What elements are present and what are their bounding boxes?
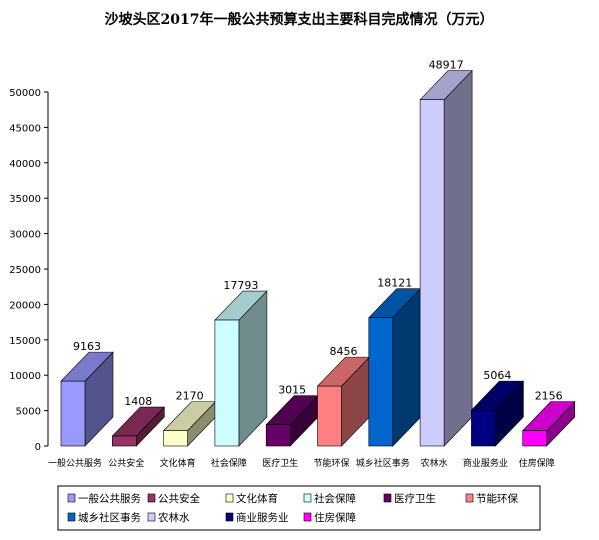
legend-label: 医疗卫生 <box>394 492 436 505</box>
y-tick-label: 20000 <box>9 300 41 311</box>
legend-item: 医疗卫生 <box>383 492 436 505</box>
legend-swatch <box>225 493 234 503</box>
y-tick-label: 0 <box>35 442 41 453</box>
data-label: 3015 <box>278 384 306 397</box>
y-tick-label: 10000 <box>9 371 41 382</box>
legend-item: 公共安全 <box>147 492 200 505</box>
y-tick-label: 15000 <box>9 336 41 347</box>
category-label: 医疗卫生 <box>262 457 298 469</box>
bar <box>521 400 576 447</box>
bar <box>60 351 114 447</box>
category-label: 城乡社区事务 <box>356 457 410 469</box>
data-label: 8456 <box>330 345 358 358</box>
data-label: 48917 <box>429 59 464 72</box>
legend-label: 城乡社区事务 <box>78 511 141 524</box>
legend-item: 城乡社区事务 <box>67 511 141 524</box>
data-label: 9163 <box>73 340 101 353</box>
legend-swatch <box>383 493 392 503</box>
bar <box>265 394 319 447</box>
legend-item: 文化体育 <box>225 492 278 505</box>
data-label: 2156 <box>535 390 563 403</box>
bar <box>111 406 166 447</box>
legend-label: 农林水 <box>158 511 190 524</box>
legend-label: 一般公共服务 <box>78 492 141 505</box>
bar-front <box>368 317 394 447</box>
bar-front <box>265 424 291 447</box>
legend-item: 住房保障 <box>303 511 356 524</box>
data-label: 1408 <box>124 395 152 408</box>
legend-item: 社会保障 <box>303 492 356 505</box>
legend-swatch <box>147 512 156 522</box>
legend-label: 公共安全 <box>158 492 200 505</box>
bar-side <box>443 69 473 447</box>
bar-front <box>214 319 240 447</box>
category-labels: 一般公共服务 公共安全 文化体育 社会保障 医疗卫生 节能环保 城乡社区事务 农林水 商业服务业… <box>48 457 555 469</box>
bar <box>419 69 473 447</box>
legend-item: 商业服务业 <box>225 511 289 524</box>
legend-swatch <box>303 493 312 503</box>
category-label: 社会保障 <box>211 457 247 469</box>
data-label: 18121 <box>377 277 412 290</box>
category-label: 节能环保 <box>313 457 349 469</box>
data-labels: 9163 1408 2170 17793 3015 8456 18121 48917 5064 2… <box>73 59 563 408</box>
bar-front <box>60 380 86 447</box>
bar-front <box>112 435 137 447</box>
legend-swatch <box>67 493 76 503</box>
legend-swatch <box>225 512 234 522</box>
y-axis: 0 5000 10000 15000 20000 25000 30000 35000 40000… <box>9 88 48 453</box>
data-label: 2170 <box>176 390 204 403</box>
y-tick-label: 30000 <box>9 230 41 241</box>
legend-item: 农林水 <box>147 511 190 524</box>
bar-front <box>419 99 445 447</box>
bar-front <box>522 430 548 447</box>
bar <box>470 380 525 447</box>
legend-item: 节能环保 <box>465 492 518 505</box>
y-tick-label: 35000 <box>9 194 41 205</box>
legend-label: 文化体育 <box>236 492 278 505</box>
bar-front <box>317 385 342 447</box>
category-label: 商业服务业 <box>463 457 508 469</box>
y-tick-label: 40000 <box>9 159 41 170</box>
y-tick-label: 45000 <box>9 123 41 134</box>
bar-front <box>163 430 188 447</box>
bars <box>60 69 576 447</box>
bar <box>214 290 268 447</box>
bar <box>368 287 422 447</box>
legend-label: 商业服务业 <box>236 511 289 524</box>
category-label: 一般公共服务 <box>48 457 102 469</box>
y-tick-label: 5000 <box>16 407 41 418</box>
legend-swatch <box>67 512 76 522</box>
bar <box>162 400 217 447</box>
legend-frame <box>57 485 541 531</box>
chart-title: 沙坡头区2017年一般公共预算支出主要科目完成情况（万元） <box>105 11 494 28</box>
bar <box>316 356 371 447</box>
data-label: 5064 <box>483 369 511 382</box>
legend-label: 住房保障 <box>314 511 356 524</box>
category-label: 住房保障 <box>519 457 555 469</box>
legend-swatch <box>303 512 312 522</box>
data-label: 17793 <box>223 279 258 292</box>
legend-label: 节能环保 <box>476 492 518 505</box>
bar-front <box>471 409 496 447</box>
legend-swatch <box>147 493 156 503</box>
legend-item: 一般公共服务 <box>67 492 141 505</box>
legend-label: 社会保障 <box>314 492 356 505</box>
category-label: 文化体育 <box>160 457 196 469</box>
legend-swatch <box>465 493 474 503</box>
y-tick-label: 25000 <box>9 265 41 276</box>
category-label: 农林水 <box>421 457 448 469</box>
category-label: 公共安全 <box>108 457 144 469</box>
y-tick-label: 50000 <box>9 88 41 99</box>
